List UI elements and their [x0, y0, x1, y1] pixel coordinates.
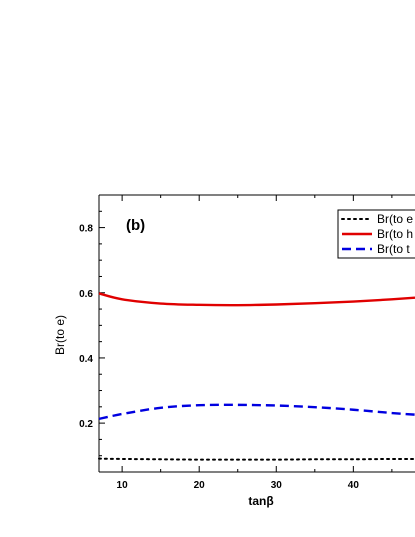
y-tick-label: 0.6 [79, 289, 93, 300]
axes: 10 20 30 40 0.2 0.4 0.6 0.8 [79, 194, 415, 491]
series-layer [98, 292, 415, 461]
x-axis-label: tanβ [248, 494, 273, 508]
x-tick-label: 20 [194, 480, 206, 491]
legend: Br(to eBr(to hBr(to t [337, 209, 415, 259]
legend-label-2: Br(to t [377, 242, 410, 256]
x-tick-label: 30 [271, 480, 283, 491]
legend-label-0: Br(to e [377, 212, 413, 226]
y-tick-label: 0.8 [79, 224, 93, 235]
series-line-1 [98, 292, 415, 307]
y-tick-label: 0.4 [79, 354, 93, 365]
y-axis-label: Br(to e) [53, 315, 67, 355]
legend-label-1: Br(to h [377, 227, 413, 241]
panel-label: (b) [126, 217, 145, 234]
x-tick-label: 40 [348, 480, 360, 491]
x-tick-label: 10 [117, 480, 129, 491]
y-tick-label: 0.2 [79, 419, 93, 430]
series-line-0 [98, 457, 415, 461]
series-line-2 [98, 403, 415, 421]
